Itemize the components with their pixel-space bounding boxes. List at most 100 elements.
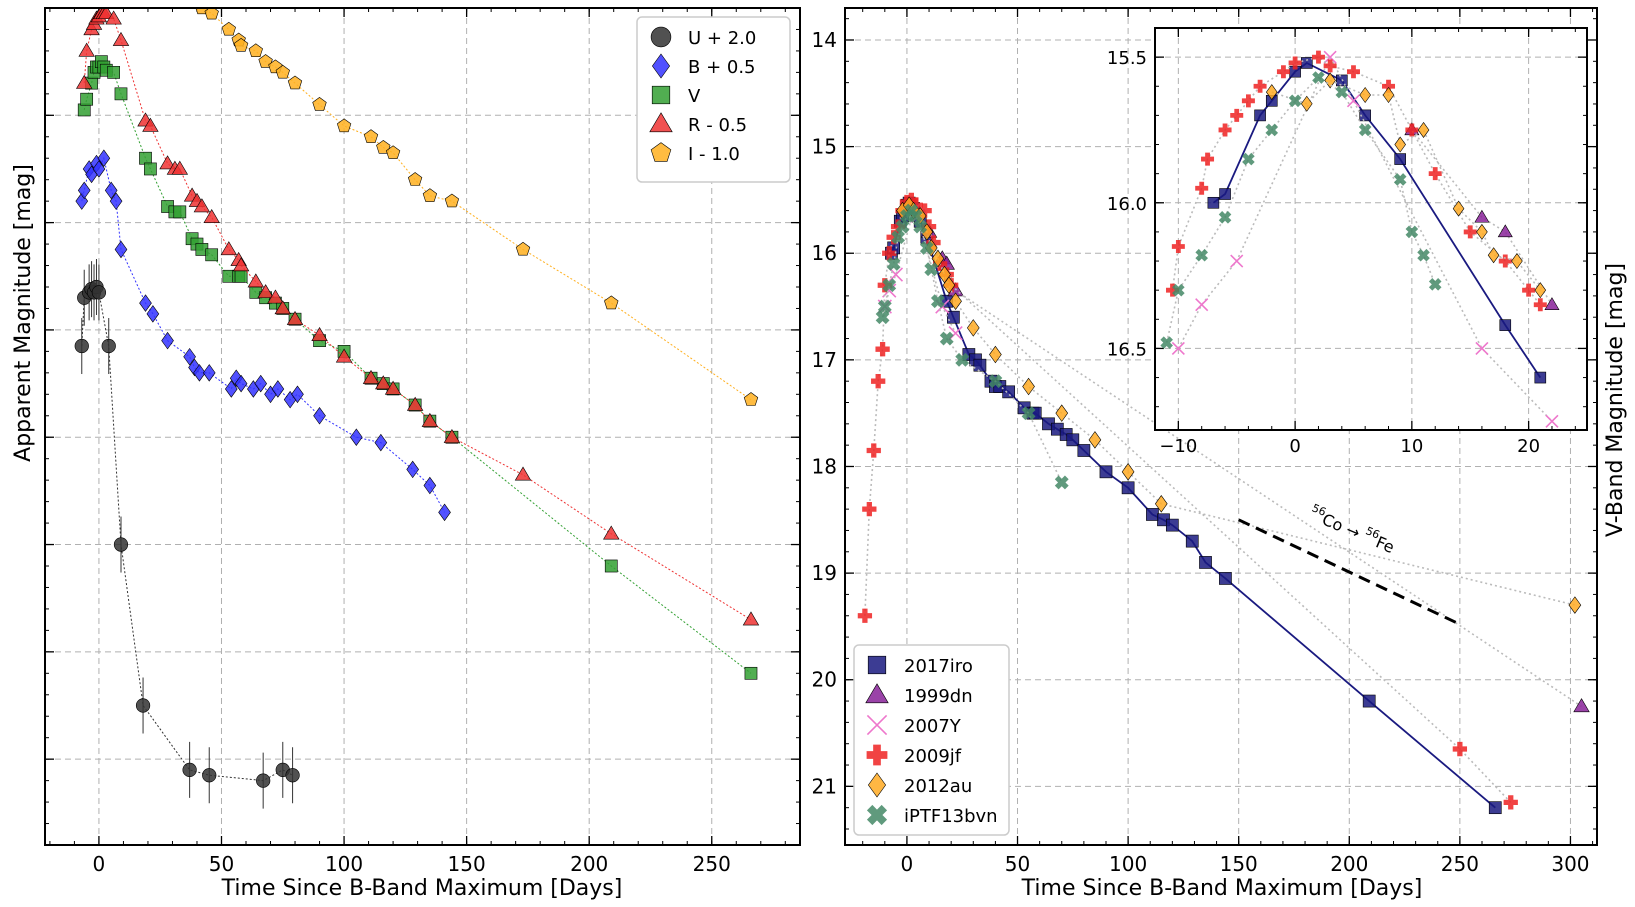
left-point-b-0-5 — [183, 347, 196, 366]
right-series-2012au — [896, 196, 1582, 614]
inset-point-2017iro — [1359, 109, 1371, 122]
left-point-i-1-0 — [221, 21, 236, 36]
left-point-i-1-0 — [275, 64, 290, 79]
right-point-2017iro — [947, 310, 960, 324]
right-xtick-label: 0 — [901, 852, 914, 876]
right-ytick-label: 17 — [812, 348, 837, 372]
left-legend-marker-i-1-0 — [650, 142, 672, 162]
left-point-b-0-5 — [139, 294, 152, 312]
inset-point-2009jf — [1405, 123, 1419, 137]
left-legend: U + 2.0 B + 0.5 V R - 0.5 I - 1.0 — [636, 16, 791, 183]
inset-point-2012au — [1394, 136, 1406, 153]
left-legend-marker-b-0-5 — [651, 53, 671, 79]
inset-ytick-label: 16.5 — [1107, 339, 1147, 360]
right-xlabel: Time Since B-Band Maximum [Days] — [1021, 876, 1423, 901]
inset-point-iptf13bvn — [1218, 211, 1232, 224]
inset-point-2009jf — [1218, 123, 1232, 137]
right-point-1999dn — [1573, 698, 1590, 713]
left-point-b-0-5 — [406, 460, 420, 479]
inset-background — [1155, 28, 1587, 430]
left-xtick-label: 200 — [570, 852, 608, 876]
right-plot-area — [857, 192, 1590, 815]
left-point-r-0-5 — [267, 289, 284, 304]
right-point-iptf13bvn — [939, 331, 954, 346]
right-point-2009jf — [917, 203, 932, 218]
right-point-2007y — [888, 267, 904, 282]
left-point-i-1-0 — [444, 193, 460, 208]
right-point-2012au — [1154, 495, 1168, 513]
right-point-2009jf — [882, 246, 897, 261]
left-point-v — [80, 92, 94, 106]
right-ytick-label: 21 — [812, 774, 837, 798]
left-point-i-1-0 — [422, 188, 438, 202]
inset-point-2007y — [1346, 94, 1361, 108]
inset-point-2009jf — [1288, 56, 1302, 70]
left-point-r-0-5 — [311, 326, 328, 341]
right-point-2009jf — [890, 219, 906, 234]
left-point-u-2-0 — [202, 768, 217, 783]
right-line-2009jf — [864, 198, 1512, 803]
right-point-2009jf — [886, 230, 901, 245]
left-point-u-2-0 — [182, 762, 197, 778]
inset-point-2009jf — [1195, 181, 1209, 195]
inset-point-2009jf — [1498, 254, 1512, 268]
left-legend-label: V — [688, 86, 701, 107]
right-ytick-label: 19 — [812, 561, 837, 585]
left-point-i-1-0 — [233, 38, 249, 52]
right-point-2012au — [989, 345, 1002, 364]
inset-point-iptf13bvn — [1405, 225, 1419, 239]
inset-ytick-label: 15.5 — [1107, 48, 1147, 69]
inset-point-2017iro — [1207, 196, 1220, 209]
right-point-2012au — [1121, 463, 1135, 481]
left-point-r-0-5 — [232, 257, 250, 272]
right-point-2017iro — [1099, 465, 1113, 479]
left-ticks: 0 50 100 150 200 250 — [45, 7, 800, 876]
right-point-2012au — [942, 276, 956, 294]
right-point-iptf13bvn — [895, 219, 910, 234]
inset-point-2009jf — [1311, 50, 1325, 64]
left-point-r-0-5 — [75, 74, 93, 89]
left-point-r-0-5 — [384, 380, 402, 395]
right-point-2009jf — [857, 608, 873, 623]
right-line-2012au — [901, 204, 1576, 606]
right-point-2009jf — [862, 501, 877, 517]
left-point-r-0-5 — [203, 208, 220, 223]
left-point-r-0-5 — [257, 284, 274, 299]
right-legend-label: 2017iro — [904, 656, 973, 677]
left-point-r-0-5 — [159, 155, 176, 170]
inset-point-iptf13bvn — [1265, 123, 1279, 137]
inset-point-2009jf — [1166, 283, 1180, 297]
left-point-r-0-5 — [171, 160, 189, 175]
left-point-b-0-5 — [97, 149, 111, 167]
right-point-iptf13bvn — [988, 374, 1003, 389]
left-point-i-1-0 — [515, 241, 531, 256]
left-point-v — [744, 666, 758, 680]
left-point-r-0-5 — [406, 396, 424, 411]
inset-point-2007y — [1195, 298, 1209, 312]
inset-point-2009jf — [1533, 298, 1547, 312]
right-xtick-label: 100 — [1109, 852, 1147, 876]
left-point-u-2-0 — [256, 773, 271, 788]
right-point-2017iro — [1066, 433, 1080, 447]
left-legend-box — [636, 16, 791, 183]
decay-slope-line — [1238, 518, 1461, 626]
left-point-u-2-0 — [101, 338, 116, 354]
right-legend-marker-1999dn — [865, 683, 889, 704]
inset-series-2012au — [1265, 72, 1547, 299]
right-point-2009jf — [866, 443, 881, 458]
inset-point-2012au — [1301, 95, 1313, 112]
inset-point-iptf13bvn — [1358, 123, 1372, 137]
inset-xtick-label: 20 — [1517, 436, 1540, 457]
inset-point-2017iro — [1300, 57, 1313, 69]
left-point-u-2-0 — [113, 537, 129, 552]
left-legend-entry-v: V — [651, 85, 701, 107]
right-ytick-label: 20 — [812, 668, 837, 692]
left-point-u-2-0 — [74, 338, 89, 354]
right-point-2012au — [1022, 377, 1035, 396]
left-xlabel: Time Since B-Band Maximum [Days] — [221, 876, 623, 901]
right-point-2017iro — [1077, 444, 1091, 457]
right-point-iptf13bvn — [891, 230, 906, 245]
left-point-v — [604, 559, 618, 573]
left-point-i-1-0 — [336, 118, 352, 133]
inset-series-iptf13bvn — [1160, 71, 1442, 349]
